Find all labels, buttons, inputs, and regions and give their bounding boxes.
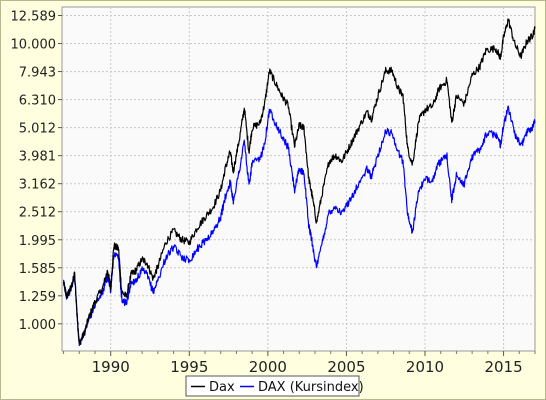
y-tick-label: 12.589 — [11, 10, 57, 25]
series-line-dax-kursindex — [63, 105, 536, 347]
x-tick-label: 1995 — [170, 358, 208, 376]
y-axis-ticks: 1.000 1.259 1.585 1.995 2.512 3.162 3.981 5.012… — [11, 10, 62, 333]
plot-area — [61, 6, 536, 352]
legend-label-dax-kursindex: DAX (Kursindex) — [258, 380, 364, 395]
y-tick-label: 2.512 — [19, 206, 56, 221]
x-tick-label: 2015 — [484, 358, 522, 376]
series-line-dax — [63, 18, 536, 345]
y-tick-label: 1.995 — [19, 234, 56, 249]
x-tick-label: 2010 — [406, 358, 444, 376]
x-axis-ticks: 1990 1995 2000 2005 2010 2015 — [63, 351, 536, 376]
y-tick-label: 1.259 — [19, 290, 56, 305]
x-tick-label: 1990 — [92, 358, 130, 376]
y-tick-label: 3.162 — [19, 178, 56, 193]
y-tick-label: 1.000 — [19, 318, 56, 333]
y-tick-label: 1.585 — [19, 262, 56, 277]
x-tick-label: 2000 — [249, 358, 287, 376]
y-tick-label: 5.012 — [19, 122, 56, 137]
y-tick-label: 10.000 — [11, 38, 57, 53]
legend: Dax DAX (Kursindex) — [185, 375, 364, 397]
grid-lines — [62, 7, 535, 351]
series-lines — [63, 18, 536, 347]
legend-label-dax: Dax — [209, 380, 235, 395]
y-tick-label: 7.943 — [19, 66, 56, 81]
y-tick-label: 3.981 — [19, 150, 56, 165]
x-tick-label: 2005 — [327, 358, 365, 376]
y-tick-label: 6.310 — [19, 94, 56, 109]
legend-box — [185, 375, 360, 397]
